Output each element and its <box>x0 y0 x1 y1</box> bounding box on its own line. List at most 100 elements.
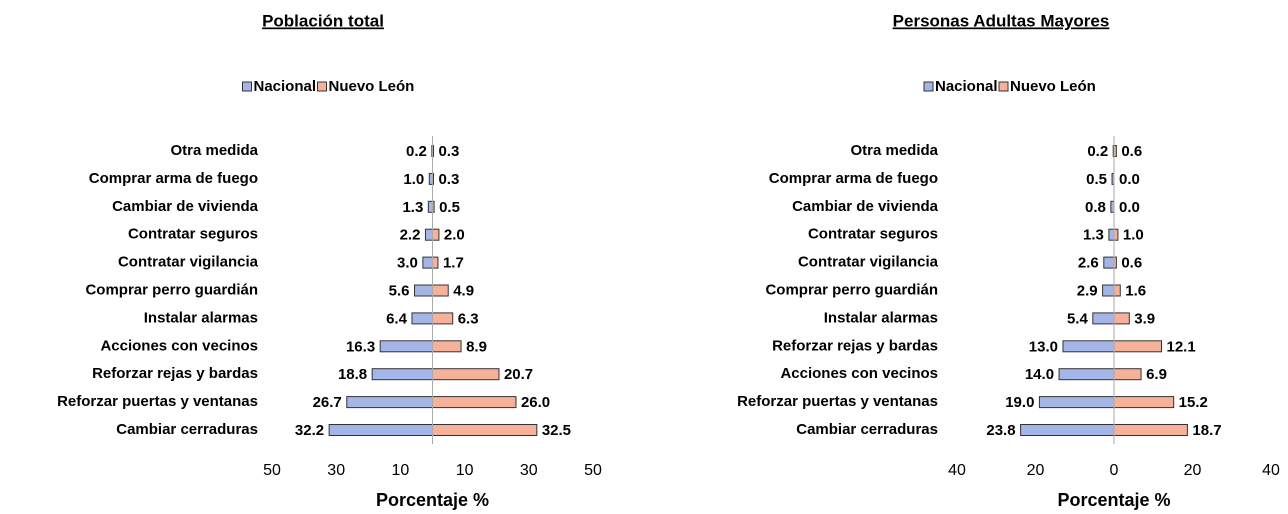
value-label: 1.0 <box>1123 227 1144 244</box>
category-label: Comprar perro guardián <box>85 281 258 298</box>
legend-swatch <box>242 81 252 92</box>
value-label: 0.6 <box>1121 143 1142 160</box>
category-label: Reforzar rejas y bardas <box>92 365 258 382</box>
x-tick-label: 0 <box>1110 462 1119 479</box>
bar <box>1038 396 1115 409</box>
value-label: 0.2 <box>406 143 427 160</box>
category-label: Cambiar cerraduras <box>796 421 938 438</box>
value-label: 0.5 <box>1086 171 1107 188</box>
value-label: 0.0 <box>1119 199 1140 216</box>
value-label: 0.0 <box>1119 171 1140 188</box>
category-label: Reforzar puertas y ventanas <box>737 393 938 410</box>
bar <box>346 396 433 409</box>
x-tick-label: 10 <box>456 462 474 479</box>
x-tick-label: 50 <box>584 462 602 479</box>
category-label: Contratar vigilancia <box>118 254 259 271</box>
bar <box>1058 368 1115 381</box>
category-label: Comprar perro guardián <box>765 281 938 298</box>
value-label: 14.0 <box>1025 366 1054 383</box>
bar <box>1102 284 1115 297</box>
value-label: 26.7 <box>313 394 342 411</box>
value-label: 16.3 <box>346 338 375 355</box>
legend-swatch <box>998 81 1009 92</box>
category-label: Otra medida <box>170 142 258 159</box>
x-tick-label: 30 <box>327 462 345 479</box>
category-label: Contratar seguros <box>808 226 938 243</box>
value-label: 32.5 <box>542 422 571 439</box>
bar <box>432 368 500 381</box>
category-label: Instalar alarmas <box>144 309 258 326</box>
value-label: 12.1 <box>1166 338 1195 355</box>
legend-swatch <box>923 81 934 92</box>
bar <box>432 256 439 269</box>
value-label: 3.0 <box>397 255 418 272</box>
value-label: 18.7 <box>1192 422 1221 439</box>
category-label: Cambiar cerraduras <box>116 421 258 438</box>
value-label: 20.7 <box>504 366 533 383</box>
value-label: 6.3 <box>458 310 479 327</box>
category-label: Cambiar de vivienda <box>112 198 259 215</box>
category-label: Comprar arma de fuego <box>769 170 938 187</box>
value-label: 1.6 <box>1125 282 1146 299</box>
bar <box>371 368 434 381</box>
x-tick-label: 40 <box>948 462 966 479</box>
category-label: Acciones con vecinos <box>780 365 938 382</box>
bar <box>432 396 517 409</box>
bar <box>414 284 433 297</box>
value-label: 6.9 <box>1146 366 1167 383</box>
value-label: 0.2 <box>1087 143 1108 160</box>
legend-label: Nacional <box>935 78 998 95</box>
bar <box>432 284 449 297</box>
value-label: 0.6 <box>1121 255 1142 272</box>
value-label: 6.4 <box>386 310 408 327</box>
category-label: Instalar alarmas <box>824 309 938 326</box>
chart-title: Personas Adultas Mayores <box>893 11 1110 30</box>
bar <box>1113 312 1130 325</box>
bar <box>1020 424 1115 436</box>
bar <box>328 424 433 436</box>
category-label: Otra medida <box>850 142 938 159</box>
value-label: 1.3 <box>402 199 423 216</box>
value-label: 2.2 <box>400 227 421 244</box>
chart-title: Población total <box>262 11 384 30</box>
bar <box>432 312 454 325</box>
category-label: Comprar arma de fuego <box>89 170 258 187</box>
x-axis-title: Porcentaje % <box>1057 490 1170 510</box>
bar <box>411 312 433 325</box>
legend-swatch <box>317 81 327 92</box>
bar <box>432 340 462 353</box>
value-label: 5.4 <box>1067 310 1089 327</box>
value-label: 2.9 <box>1077 282 1098 299</box>
bar <box>424 228 433 241</box>
bar <box>1062 340 1115 353</box>
bar <box>427 200 433 213</box>
bar <box>379 340 433 353</box>
value-label: 15.2 <box>1179 394 1208 411</box>
value-label: 13.0 <box>1029 338 1058 355</box>
value-label: 0.3 <box>438 143 459 160</box>
value-label: 23.8 <box>986 422 1015 439</box>
value-label: 4.9 <box>453 282 474 299</box>
bar <box>1113 340 1162 353</box>
value-label: 0.3 <box>438 171 459 188</box>
legend-label: Nuevo León <box>1010 78 1096 95</box>
bar <box>432 424 538 436</box>
category-label: Reforzar puertas y ventanas <box>57 393 258 410</box>
value-label: 8.9 <box>466 338 487 355</box>
bar <box>1092 312 1115 325</box>
value-label: 2.6 <box>1078 255 1099 272</box>
value-label: 5.6 <box>389 282 410 299</box>
value-label: 26.0 <box>521 394 550 411</box>
bar <box>1103 256 1115 269</box>
value-label: 18.8 <box>338 366 367 383</box>
x-tick-label: 30 <box>520 462 538 479</box>
legend-label: Nuevo León <box>329 78 415 95</box>
value-label: 32.2 <box>295 422 324 439</box>
bar <box>1108 228 1115 241</box>
category-label: Acciones con vecinos <box>100 337 258 354</box>
bar <box>432 228 440 241</box>
bar <box>1113 368 1142 381</box>
value-label: 0.8 <box>1085 199 1106 216</box>
x-tick-label: 10 <box>392 462 410 479</box>
